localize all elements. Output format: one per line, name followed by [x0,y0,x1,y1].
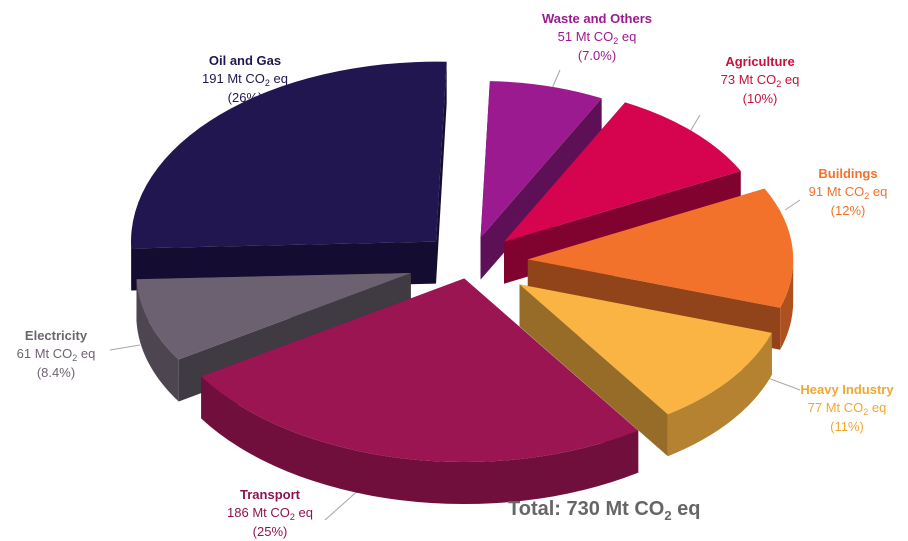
label-name: Buildings [818,166,878,181]
unit-text: Mt CO [738,72,777,87]
total-label: Total: 730 Mt CO2 eq [508,498,701,523]
leader-line [784,199,801,211]
label-percent: 26% [231,90,259,105]
unit-text: Mt CO [34,346,73,361]
label-percent: 11% [834,419,860,434]
unit-suffix: eq [80,346,96,361]
label-percent: 7.0% [582,48,612,63]
unit-suffix: eq [872,184,888,199]
label-name: Agriculture [725,54,795,69]
label-heavy-industry: Heavy Industry 77 Mt CO2 eq (11%) [786,381,908,436]
slice-heavy-industry [519,284,772,415]
unit-suffix: eq [784,72,800,87]
slice-electricity [136,273,411,360]
label-value: 73 [720,72,736,87]
slice-waste-and-others [480,81,602,238]
slice-wall [519,284,668,457]
total-unit-text: Mt CO [605,498,665,520]
slice-rim [136,279,179,402]
slice-oil-and-gas [131,61,447,249]
label-value: 51 [557,29,573,44]
slice-rim [780,259,794,350]
label-name: Oil and Gas [208,53,282,68]
unit-text: Mt CO [575,29,614,44]
total-prefix: Total: [508,498,561,520]
total-unit-subscript: 2 [664,508,672,523]
slice-tops [131,61,794,463]
unit-subscript: 2 [613,36,619,46]
slice-rim [201,376,639,505]
unit-subscript: 2 [72,353,78,363]
unit-suffix: eq [871,400,887,415]
label-name: Waste and Others [541,11,653,26]
slice-agriculture [504,102,741,242]
label-oil-and-gas: Oil and Gas 191 Mt CO2 eq (26%) [180,52,310,107]
slice-wall [436,61,447,284]
leader-line [109,344,141,351]
unit-subscript: 2 [863,407,869,417]
label-transport: Transport 186 Mt CO2 eq (25%) [205,486,335,541]
label-name: Heavy Industry [800,382,894,397]
unit-suffix: eq [273,71,288,86]
label-buildings: Buildings 91 Mt CO2 eq (12%) [788,165,908,220]
label-value: 61 [16,346,32,361]
label-percent: 12% [834,203,862,218]
unit-subscript: 2 [264,78,270,88]
unit-text: Mt CO [826,184,865,199]
label-value: 91 [808,184,824,199]
unit-subscript: 2 [289,512,295,522]
unit-subscript: 2 [776,79,782,89]
label-value: 77 [807,400,823,415]
unit-suffix: eq [298,505,313,520]
label-agriculture: Agriculture 73 Mt CO2 eq (10%) [690,53,830,108]
unit-text: Mt CO [825,400,864,415]
label-value: 186 [227,505,249,520]
unit-text: Mt CO [227,71,265,86]
label-percent: 8.4% [41,365,71,380]
label-value: 191 [202,71,224,86]
slice-buildings [527,188,794,308]
slice-rim [667,332,772,457]
total-unit-suffix: eq [677,498,701,520]
label-percent: 25% [256,524,284,539]
label-electricity: Electricity 61 Mt CO2 eq (8.4%) [0,327,112,382]
unit-text: Mt CO [252,505,290,520]
unit-suffix: eq [621,29,637,44]
label-name: Electricity [24,328,88,343]
label-percent: 10% [746,91,774,106]
total-value: 730 [566,498,600,520]
label-name: Transport [240,487,300,502]
unit-subscript: 2 [864,191,870,201]
slice-transport [201,278,639,463]
label-waste: Waste and Others 51 Mt CO2 eq (7.0%) [517,10,677,65]
